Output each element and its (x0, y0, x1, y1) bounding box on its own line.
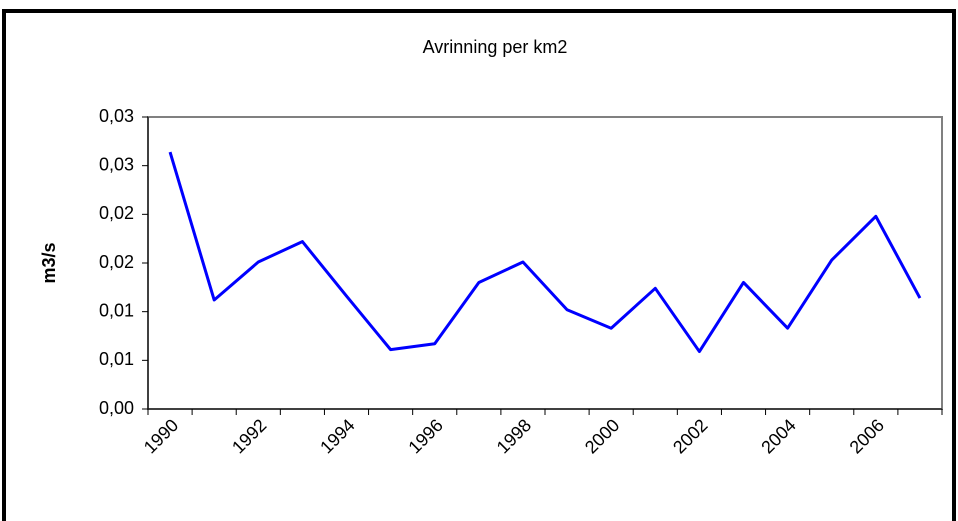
y-tick-label: 0,00 (99, 398, 134, 418)
data-line (168, 151, 922, 354)
y-tick-label: 0,01 (99, 349, 134, 369)
y-axis-label: m3/s (39, 242, 59, 283)
y-tick-label: 0,03 (99, 154, 134, 174)
chart-frame (2, 9, 956, 521)
y-tick-label: 0,02 (99, 252, 134, 272)
y-tick-label: 0,01 (99, 300, 134, 320)
y-tick-label: 0,03 (99, 106, 134, 126)
y-tick-label: 0,02 (99, 203, 134, 223)
chart-title: Avrinning per km2 (423, 37, 568, 57)
